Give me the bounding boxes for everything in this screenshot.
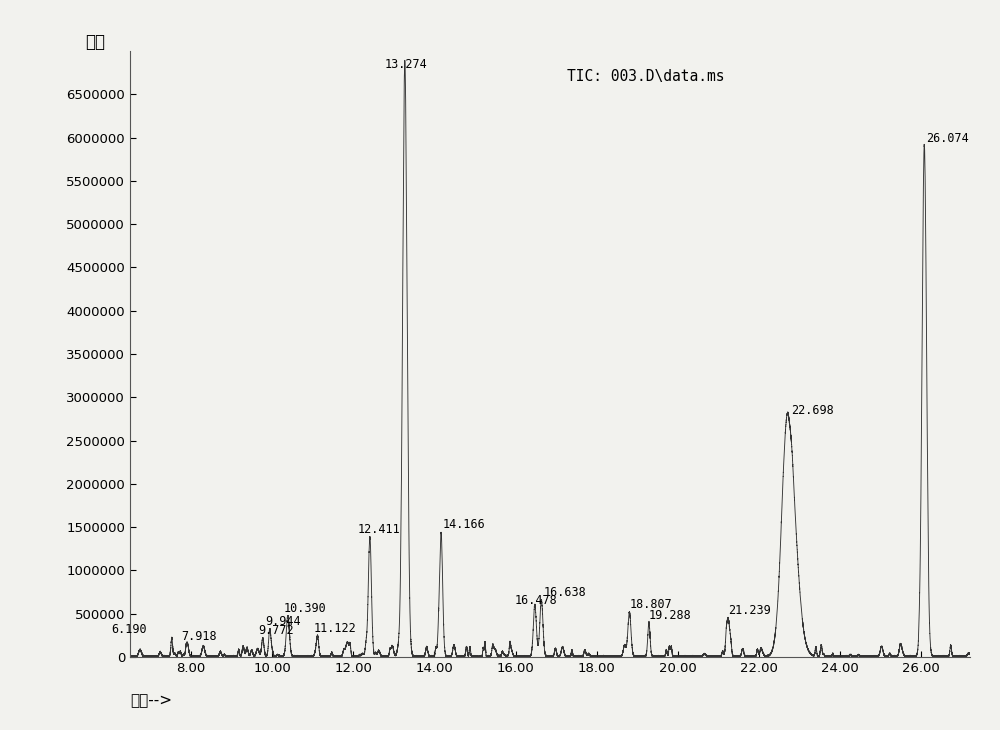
Text: 16.478: 16.478 (515, 593, 557, 607)
Text: 10.390: 10.390 (284, 602, 327, 615)
Text: 9.944: 9.944 (266, 615, 301, 629)
Text: 18.807: 18.807 (629, 598, 672, 611)
Text: 12.411: 12.411 (358, 523, 400, 536)
Text: 26.074: 26.074 (926, 131, 969, 145)
Text: 16.638: 16.638 (543, 586, 586, 599)
Text: 丰度: 丰度 (85, 33, 105, 51)
Text: 13.274: 13.274 (385, 58, 427, 71)
Text: 6.190: 6.190 (111, 623, 147, 637)
Text: 11.122: 11.122 (314, 623, 356, 635)
Text: 21.239: 21.239 (728, 604, 771, 617)
Text: 9.772: 9.772 (259, 624, 294, 637)
Text: TIC: 003.D\data.ms: TIC: 003.D\data.ms (567, 69, 724, 84)
Text: 22.698: 22.698 (791, 404, 834, 418)
Text: 19.288: 19.288 (649, 609, 692, 621)
Text: 14.166: 14.166 (443, 518, 486, 531)
Text: 时间-->: 时间--> (130, 694, 172, 708)
Text: 7.918: 7.918 (181, 630, 217, 643)
